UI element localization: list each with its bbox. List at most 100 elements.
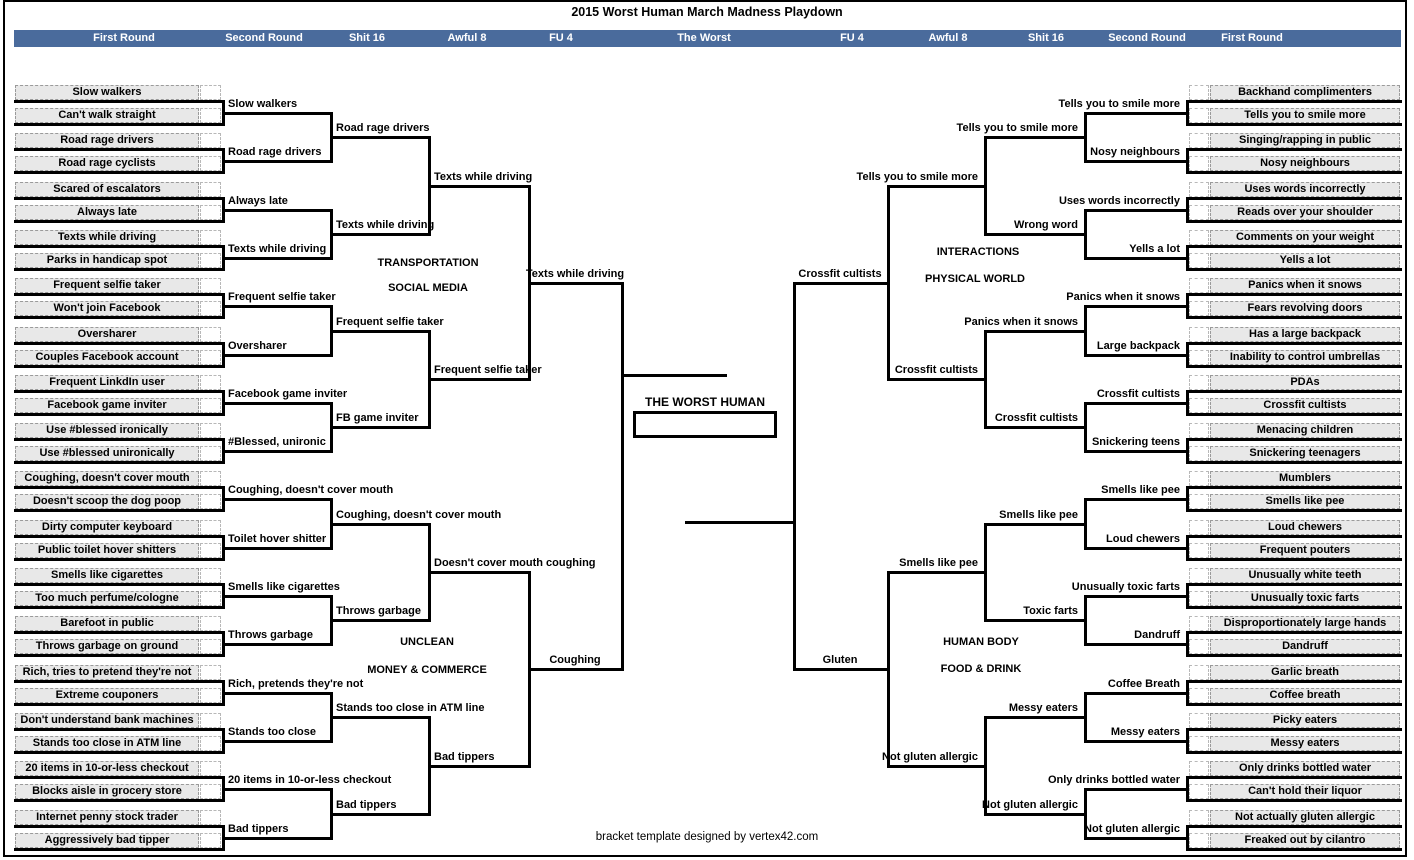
- bracket-line: [1186, 197, 1402, 200]
- awful8-winner-label: Texts while driving: [434, 171, 533, 183]
- bracket-line: [984, 523, 1087, 526]
- grid-spacer-cell: [1189, 133, 1209, 148]
- bracket-line: [14, 606, 225, 609]
- bracket-line: [887, 378, 987, 381]
- bracket-line: [330, 619, 431, 622]
- first-round-entrant-cell: Snickering teenagers: [1210, 446, 1400, 461]
- bracket-line: [1186, 654, 1402, 657]
- grid-spacer-cell: [1189, 350, 1209, 365]
- shit16-winner-label: Texts while driving: [336, 219, 435, 231]
- first-round-entrant-cell: Inability to control umbrellas: [1210, 350, 1400, 365]
- grid-spacer-cell: [1189, 182, 1209, 197]
- bracket-line: [222, 257, 333, 260]
- grid-spacer-cell: [200, 446, 221, 461]
- region-label: INTERACTIONS: [936, 246, 1020, 258]
- champion-label: THE WORST HUMAN: [645, 395, 765, 409]
- first-round-entrant-cell: Mumblers: [1210, 471, 1400, 486]
- first-round-entrant-cell: Scared of escalators: [15, 182, 199, 197]
- bracket-line: [14, 390, 225, 393]
- bracket-connector: [793, 282, 796, 671]
- grid-spacer-cell: [200, 616, 221, 631]
- second-round-winner-label: Dandruff: [1134, 629, 1180, 641]
- first-round-entrant-cell: Doesn't scoop the dog poop: [15, 494, 199, 509]
- shit16-winner-label: Road rage drivers: [336, 122, 430, 134]
- grid-spacer-cell: [1189, 398, 1209, 413]
- bracket-line: [1186, 680, 1402, 683]
- bracket-line: [1084, 402, 1189, 405]
- bracket-line: [330, 136, 431, 139]
- bracket-line: [1186, 486, 1402, 489]
- grid-spacer-cell: [1189, 85, 1209, 100]
- bracket-line: [222, 112, 333, 115]
- bracket-line: [1186, 171, 1402, 174]
- bracket-line: [1186, 848, 1402, 851]
- grid-spacer-cell: [200, 520, 221, 535]
- second-round-winner-label: Yells a lot: [1129, 243, 1180, 255]
- grid-spacer-cell: [200, 713, 221, 728]
- first-round-entrant-cell: Facebook game inviter: [15, 398, 199, 413]
- round-header-label: Awful 8: [447, 32, 487, 44]
- grid-spacer-cell: [200, 688, 221, 703]
- second-round-winner-label: Snickering teens: [1091, 436, 1180, 448]
- second-round-winner-label: Oversharer: [228, 340, 287, 352]
- first-round-entrant-cell: Coffee breath: [1210, 688, 1400, 703]
- bracket-line: [1084, 643, 1189, 646]
- second-round-winner-label: Throws garbage: [228, 629, 313, 641]
- grid-spacer-cell: [1189, 446, 1209, 461]
- awful8-winner-label: Smells like pee: [899, 557, 978, 569]
- awful8-winner-label: Bad tippers: [434, 751, 495, 763]
- grid-spacer-cell: [200, 423, 221, 438]
- bracket-line: [330, 330, 431, 333]
- bracket-line: [1186, 365, 1402, 368]
- second-round-winner-label: Smells like cigarettes: [228, 581, 340, 593]
- grid-spacer-cell: [200, 278, 221, 293]
- bracket-line: [14, 438, 225, 441]
- grid-spacer-cell: [200, 543, 221, 558]
- shit16-winner-label: Throws garbage: [336, 605, 421, 617]
- bracket-line: [984, 426, 1087, 429]
- bracket-line: [1186, 316, 1402, 319]
- grid-spacer-cell: [200, 494, 221, 509]
- bracket-line: [14, 703, 225, 706]
- region-label: PHYSICAL WORLD: [924, 273, 1026, 285]
- shit16-winner-label: Stands too close in ATM line: [336, 702, 485, 714]
- grid-spacer-cell: [1189, 639, 1209, 654]
- first-round-entrant-cell: Aggressively bad tipper: [15, 833, 199, 848]
- bracket-line: [14, 631, 225, 634]
- region-label: UNCLEAN: [400, 636, 454, 648]
- second-round-winner-label: Tells you to smile more: [1058, 98, 1180, 110]
- grid-spacer-cell: [1189, 230, 1209, 245]
- bracket-line: [14, 293, 225, 296]
- first-round-entrant-cell: Crossfit cultists: [1210, 398, 1400, 413]
- bracket-line: [1186, 268, 1402, 271]
- second-round-winner-label: Stands too close: [228, 726, 317, 738]
- bracket-line: [14, 123, 225, 126]
- grid-spacer-cell: [200, 761, 221, 776]
- finalist-line: [621, 374, 727, 377]
- bracket-line: [14, 268, 225, 271]
- first-round-entrant-cell: Parks in handicap spot: [15, 253, 199, 268]
- bracket-line: [1084, 112, 1189, 115]
- first-round-entrant-cell: Menacing children: [1210, 423, 1400, 438]
- champion-box[interactable]: [633, 411, 777, 438]
- bracket-line: [1084, 595, 1189, 598]
- round-header-label: Second Round: [1108, 32, 1186, 44]
- bracket-line: [14, 654, 225, 657]
- first-round-entrant-cell: Don't understand bank machines: [15, 713, 199, 728]
- grid-spacer-cell: [1189, 810, 1209, 825]
- bracket-line: [14, 413, 225, 416]
- bracket-line: [984, 716, 1087, 719]
- bracket-line: [1186, 438, 1402, 441]
- grid-spacer-cell: [1189, 761, 1209, 776]
- first-round-entrant-cell: Tells you to smile more: [1210, 108, 1400, 123]
- first-round-entrant-cell: Dirty computer keyboard: [15, 520, 199, 535]
- bracket-line: [222, 160, 333, 163]
- first-round-entrant-cell: Internet penny stock trader: [15, 810, 199, 825]
- bracket-line: [222, 837, 333, 840]
- region-label: FOOD & DRINK: [940, 663, 1022, 675]
- awful8-winner-label: Not gluten allergic: [882, 751, 978, 763]
- second-round-winner-label: Uses words incorrectly: [1058, 195, 1180, 207]
- fu4-winner-label: Crossfit cultists: [798, 268, 882, 280]
- grid-spacer-cell: [1189, 616, 1209, 631]
- bracket-line: [887, 765, 987, 768]
